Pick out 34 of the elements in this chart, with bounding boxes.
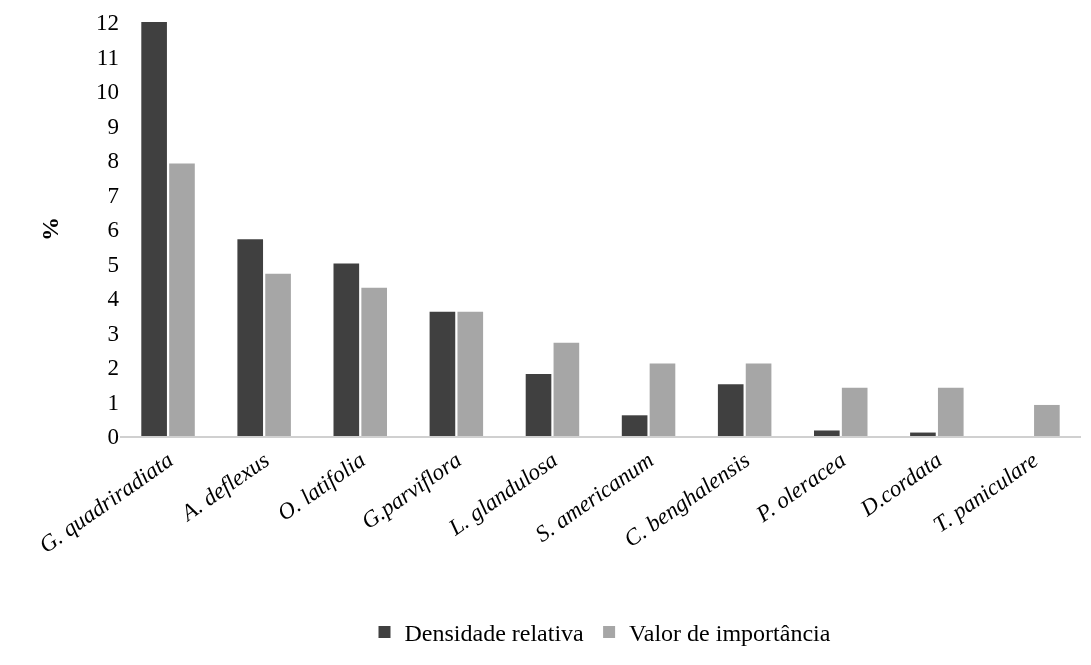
y-tick-label: 7 [107,182,119,208]
legend-label: Valor de importância [629,620,831,647]
bar [717,384,744,436]
bar [553,342,580,436]
y-tick-label: 6 [107,217,119,243]
y-tick-label: 5 [107,251,119,277]
bar [333,263,360,436]
bar [649,363,676,436]
y-tick-label: 0 [107,424,119,450]
y-tick-label: 10 [96,79,119,105]
y-tick-label: 2 [107,355,119,381]
y-tick-label: 1 [107,389,119,415]
y-tick-label: 12 [96,10,119,36]
bar [429,311,456,436]
bar [457,311,484,436]
y-tick-label: 4 [107,286,120,312]
legend-label: Densidade relativa [404,620,585,647]
y-axis-title: % [37,217,64,241]
bar [841,387,868,436]
bar [169,163,195,436]
y-tick-label: 9 [107,113,119,139]
y-tick-label: 11 [96,44,119,70]
bar [1034,404,1060,436]
y-tick-label: 8 [107,148,119,174]
bar [525,373,552,436]
bar [621,415,648,436]
bar [265,273,291,436]
bar [745,363,772,436]
bar [937,387,964,436]
bar [141,22,167,436]
bar [361,287,387,436]
y-tick-label: 3 [107,320,119,346]
bar [237,239,264,436]
bar [814,430,840,436]
